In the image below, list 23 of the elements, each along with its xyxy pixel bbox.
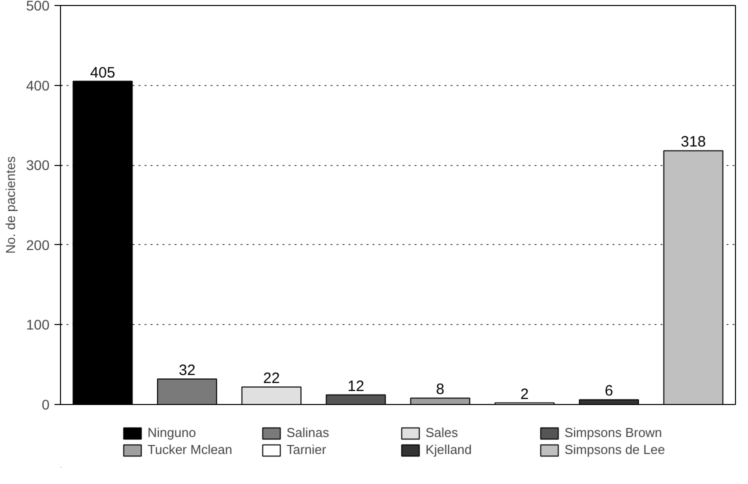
data-label: 318 xyxy=(680,134,706,151)
y-tick-label: 200 xyxy=(26,236,50,253)
legend-label: Ninguno xyxy=(148,425,197,440)
data-label: 2 xyxy=(520,386,529,403)
y-tick-label: 100 xyxy=(26,316,50,333)
data-label: 12 xyxy=(347,378,364,395)
y-tick-label: 300 xyxy=(26,157,50,174)
data-label: 32 xyxy=(178,362,196,379)
legend-label: Simpsons Brown xyxy=(564,425,664,440)
y-tick-label: 400 xyxy=(26,77,50,94)
legend-label: Sales xyxy=(426,425,460,440)
legend-label: Tucker Mclean xyxy=(148,442,234,457)
y-tick-label: 500 xyxy=(26,0,50,14)
data-label: 6 xyxy=(604,382,614,400)
y-tick-label: 0 xyxy=(42,396,50,412)
y-axis-title: No. de pacientes xyxy=(3,156,18,254)
legend-label: Tarnier xyxy=(286,442,328,457)
data-label: 22 xyxy=(263,370,280,387)
legend-label: Salinas xyxy=(286,425,330,440)
legend-label: Kjelland xyxy=(426,442,473,457)
legend-label: Simpsons de Lee xyxy=(564,442,666,457)
data-label: 405 xyxy=(90,64,116,82)
data-label: 8 xyxy=(436,381,444,398)
